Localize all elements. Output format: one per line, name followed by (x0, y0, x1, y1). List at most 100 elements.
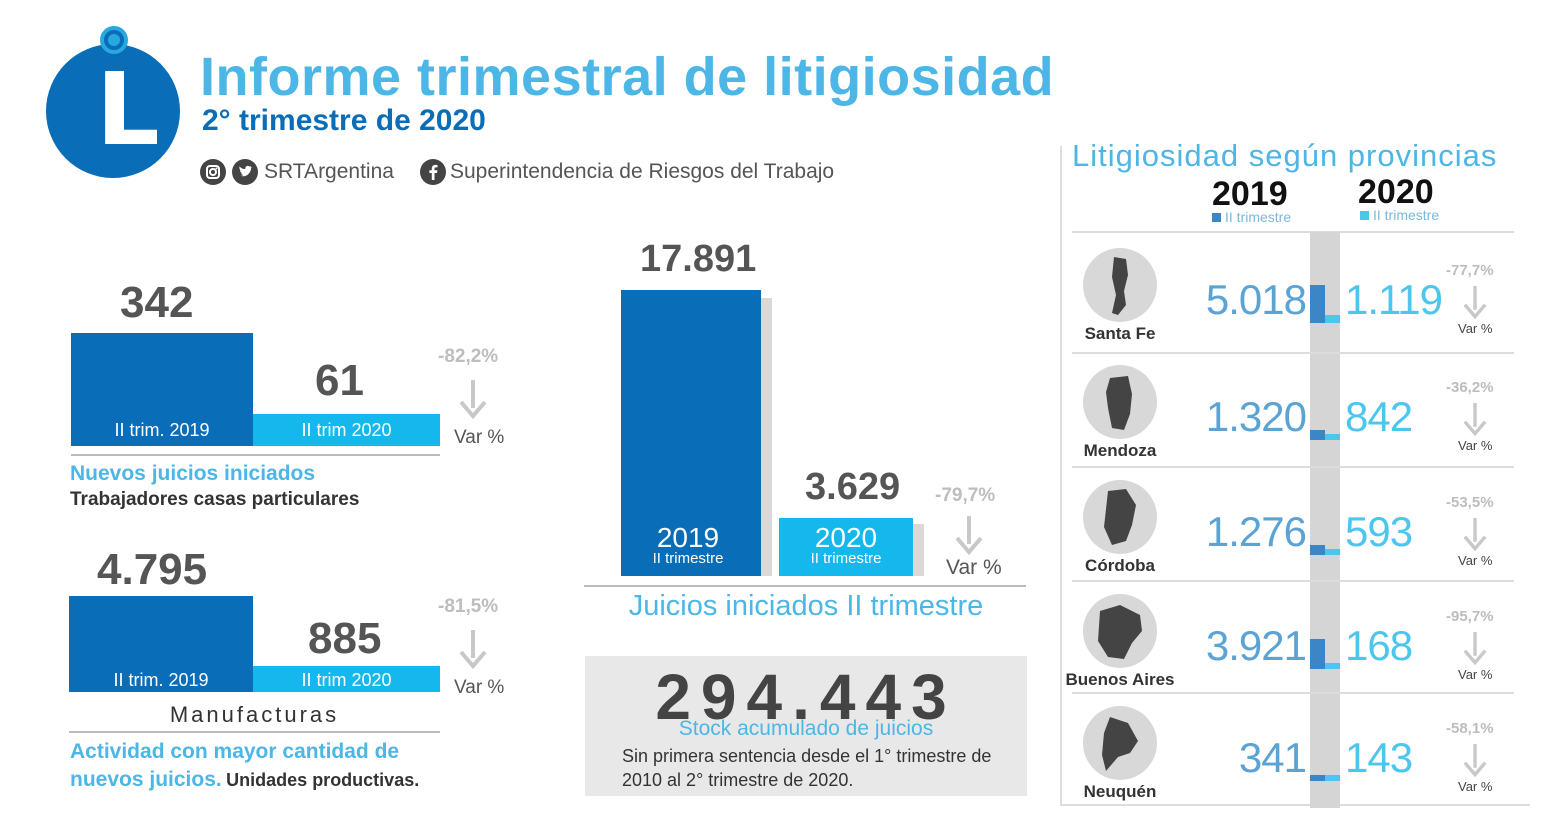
chart-caption-line2-dark: Unidades productivas. (226, 770, 420, 790)
bar-2019 (1310, 639, 1325, 669)
page-title: Informe trimestral de litigiosidad (200, 47, 1055, 107)
variation-label: Var % (1458, 553, 1493, 568)
bar-2020 (1325, 315, 1340, 323)
bar-sublabel-2020: II trimestre (810, 550, 882, 567)
value-2019: 1.276 (1205, 508, 1307, 555)
bar-2019 (69, 596, 253, 692)
variation-label: Var % (1458, 438, 1493, 453)
sector-name: Manufacturas (169, 702, 340, 727)
stock-box (585, 656, 1027, 796)
bar-2020 (1325, 663, 1340, 669)
page-subtitle: 2° trimestre de 2020 (202, 104, 486, 137)
variation-value: -79,7% (935, 485, 996, 506)
logo-circle (46, 44, 180, 178)
series-header-2020: 2020 (1358, 173, 1434, 211)
chart-caption-line2-blue: nuevos juicios. (70, 768, 222, 791)
down-arrow-icon (955, 516, 983, 556)
chart-caption-line1: Actividad con mayor cantidad de (70, 740, 400, 763)
variation-value: -53,5% (1446, 494, 1494, 511)
twitter-icon[interactable] (232, 159, 258, 185)
bar-2020 (1325, 434, 1340, 440)
bar-2019 (1310, 430, 1325, 440)
logo-letter: L (96, 51, 160, 168)
series-header-2019: 2019 (1212, 175, 1288, 213)
row-rule (1072, 580, 1514, 582)
bar-2020 (253, 414, 440, 446)
province-name: Buenos Aires (1065, 670, 1175, 689)
value-label-2020: 61 (315, 356, 364, 405)
variation-label: Var % (1458, 667, 1493, 682)
bar-2019 (1310, 545, 1325, 555)
row-rule (1072, 352, 1514, 354)
province-map-icon (1112, 257, 1128, 315)
social-handle-text[interactable]: SRTArgentina (264, 160, 394, 183)
facebook-icon[interactable] (420, 159, 446, 185)
value-label-2019: 17.891 (640, 238, 757, 280)
bar-shadow-2019 (760, 298, 772, 576)
provinces-panel-frame (1060, 146, 1530, 806)
province-name: Santa Fe (1084, 324, 1156, 343)
social-page-text[interactable]: Superintendencia de Riesgos del Trabajo (450, 160, 835, 183)
down-arrow-icon (1463, 632, 1487, 666)
variation-value: -36,2% (1446, 379, 1494, 396)
bar-2020 (253, 666, 440, 692)
center-strip (1310, 232, 1340, 808)
variation-value: -95,7% (1446, 608, 1494, 625)
baseline-rule (71, 454, 440, 456)
instagram-icon[interactable] (200, 159, 226, 185)
bar-2019 (1310, 775, 1325, 781)
bar-2019 (621, 290, 761, 576)
bar-2020 (1325, 549, 1340, 555)
province-map-icon (1102, 717, 1138, 771)
variation-value: -77,7% (1446, 262, 1494, 279)
variation-label: Var % (1458, 321, 1493, 336)
chart-subcaption: Trabajadores casas particulares (70, 489, 360, 510)
baseline-rule (584, 585, 1026, 587)
value-2020: 143 (1345, 734, 1413, 781)
chart-caption-line2: nuevos juicios. Unidades productivas. (70, 768, 419, 792)
series-sub-2019: II trimestre (1212, 209, 1291, 225)
series-sub-2020: II trimestre (1360, 207, 1439, 223)
bar-label-2019: II trim. 2019 (113, 670, 209, 690)
down-arrow-icon (1463, 403, 1487, 437)
down-arrow-icon (459, 380, 487, 420)
bar-2020 (779, 518, 913, 576)
province-name: Córdoba (1085, 556, 1155, 575)
province-map-icon (1106, 376, 1132, 430)
value-2020: 593 (1345, 508, 1413, 555)
value-2019: 3.921 (1205, 622, 1307, 669)
series-sub-2020-text: II trimestre (1373, 207, 1440, 223)
down-arrow-icon (1463, 518, 1487, 552)
province-map-icon (1104, 489, 1136, 545)
provinces-title: Litigiosidad según provincias (1072, 138, 1498, 173)
logo-dot-inner (108, 34, 120, 46)
bar-shadow-2020 (912, 524, 924, 576)
value-2019: 1.320 (1205, 393, 1307, 440)
variation-label: Var % (454, 677, 505, 698)
value-2020: 842 (1345, 393, 1413, 440)
stock-label: Stock acumulado de juicios (678, 717, 934, 740)
value-2020: 1.119 (1345, 276, 1443, 323)
value-2020: 168 (1345, 622, 1413, 669)
value-label-2020: 3.629 (805, 466, 901, 508)
bar-label-2020: 2020 (814, 522, 878, 553)
province-name: Neuquén (1083, 782, 1157, 801)
value-2019: 5.018 (1205, 276, 1307, 323)
value-label-2020: 885 (308, 614, 382, 663)
down-arrow-icon (1463, 286, 1487, 320)
province-name: Mendoza (1083, 441, 1157, 460)
social-page-group[interactable]: Superintendencia de Riesgos del Trabajo (420, 157, 834, 187)
row-rule (1072, 466, 1514, 468)
chart-title: Juicios iniciados II trimestre (628, 590, 984, 622)
social-handle-group[interactable]: SRTArgentina (200, 157, 394, 187)
bar-2019 (1310, 285, 1325, 323)
sector-rule (69, 731, 440, 733)
stock-value: 294.443 (655, 661, 957, 733)
value-label-2019: 4.795 (97, 545, 208, 594)
variation-label: Var % (454, 427, 505, 448)
variation-value: -58,1% (1446, 720, 1494, 737)
value-label-2019: 342 (120, 278, 194, 327)
province-map-icon (1098, 605, 1142, 659)
variation-label: Var % (1458, 779, 1493, 794)
bar-label-2020: II trim 2020 (301, 420, 392, 440)
